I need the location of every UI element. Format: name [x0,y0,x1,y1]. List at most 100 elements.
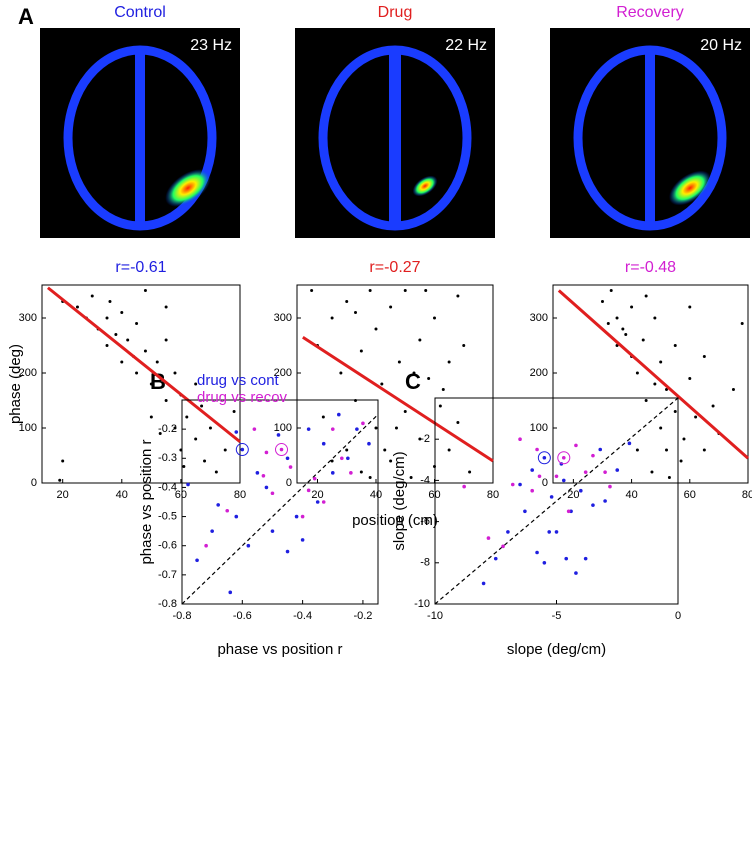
highlight-ring [235,443,249,457]
point [208,426,212,430]
point [300,514,305,519]
point [234,430,239,434]
point [583,470,588,474]
point [501,544,505,549]
point [673,410,677,413]
chart-title: r=-0.27 [369,259,420,276]
point [355,427,359,431]
y-axis-label: phase vs position r [138,439,155,564]
frequency-label: 23 Hz [190,37,232,54]
point [108,300,112,303]
y-tick-label: 200 [530,367,548,379]
x-tick-label: 80 [234,489,246,501]
diagonal [181,414,379,605]
point [432,316,436,320]
point [315,500,320,504]
point [600,300,604,303]
point [409,476,413,479]
point [403,289,407,292]
point [702,448,706,452]
point [182,465,186,468]
point [635,448,639,452]
x-tick-label: -0.8 [173,610,192,622]
y-axis-label: slope (deg/cm) [391,451,408,550]
x-axis-label: position (cm) [352,512,438,529]
point [702,355,706,358]
x-tick-label: 40 [625,489,637,501]
point [340,456,344,461]
point [535,550,539,555]
point [120,311,124,314]
point [608,484,612,489]
point [120,360,124,364]
point [270,529,275,533]
x-tick-label: 60 [175,489,187,501]
y-tick-label: -0.4 [158,481,177,493]
point [603,499,607,503]
y-tick-label: -8 [420,557,430,569]
point [564,556,569,561]
point [731,388,735,391]
fit-line [46,286,241,443]
x-tick-label: -0.2 [353,610,372,622]
x-tick-label: 60 [428,489,440,501]
point [615,316,619,320]
point [688,305,692,309]
x-tick-label: 20 [57,489,69,501]
point [679,459,683,463]
point [561,478,566,483]
x-tick-label: 40 [370,489,382,501]
frequency-label: 20 Hz [700,37,742,54]
point [90,294,94,298]
point [306,427,311,431]
point [149,415,153,419]
chart-title: r=-0.61 [115,259,166,276]
point [374,426,378,430]
point [383,448,387,452]
x-tick-label: 40 [116,489,128,501]
point [216,503,220,507]
axes-frame [434,397,679,605]
point [542,561,547,565]
point [252,427,257,431]
point [345,300,349,303]
y-tick-label: 300 [530,312,548,324]
point [389,459,393,463]
point [155,360,159,364]
point [438,404,442,408]
point [591,453,595,458]
point [276,433,281,437]
highlight-ring [557,451,571,465]
point [228,590,233,595]
point [330,316,334,320]
panel-label: C [405,369,421,394]
point [579,488,583,493]
point [264,450,269,455]
y-tick-label: 300 [274,312,292,324]
point [688,377,692,380]
point [261,473,266,478]
point [510,482,515,487]
heatmap [550,28,750,238]
point [158,432,162,435]
point [300,538,305,542]
point [126,338,130,342]
legend-entry: drug vs cont [197,372,280,389]
x-tick-label: 60 [684,489,696,501]
x-tick-label: 80 [742,489,752,501]
condition-label: Drug [378,4,413,21]
y-tick-label: -0.2 [158,423,177,435]
y-tick-label: -0.6 [158,540,177,552]
y-tick-label: -2 [420,433,430,445]
y-tick-label: -6 [420,516,430,528]
point [374,327,378,331]
point [424,289,428,292]
point [542,455,547,460]
point [225,508,230,513]
point [114,333,118,336]
axes-frame [296,284,494,484]
y-tick-label: 0 [542,477,548,489]
point [462,344,466,347]
x-tick-label: -5 [552,610,562,622]
x-tick-label: -0.4 [293,610,312,622]
